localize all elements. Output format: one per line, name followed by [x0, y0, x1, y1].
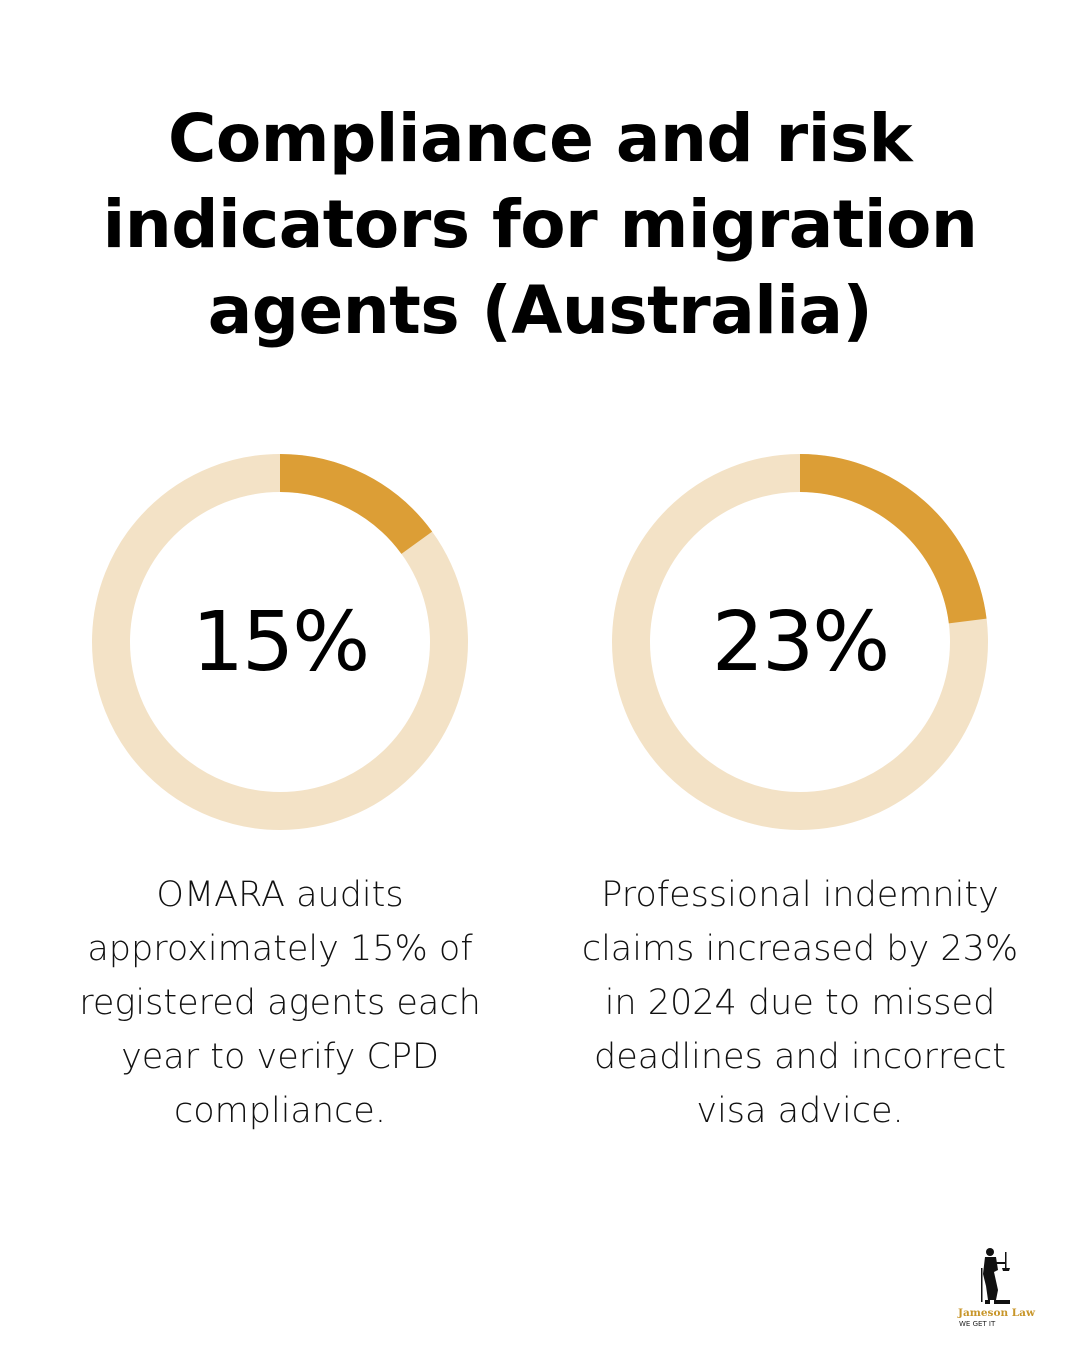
description-line: OMARA audits [156, 875, 404, 915]
donut-ring [612, 454, 988, 830]
title-line-1: Compliance and risk [167, 100, 913, 177]
stat-description-audits: OMARA audits approximately 15% of regist… [50, 868, 510, 1138]
logo-name: Jameson Law [958, 1307, 1035, 1319]
donut-value-arc [612, 454, 988, 830]
description-line: in 2024 due to missed [604, 983, 996, 1023]
description-line: deadlines and incorrect [594, 1037, 1006, 1077]
title-line-2: indicators for migration [102, 186, 978, 263]
description-line: Professional indemnity [601, 875, 999, 915]
donut-center-value: 23% [711, 594, 890, 690]
description-line: approximately 15% of [87, 929, 473, 969]
lady-justice-icon [981, 1248, 1010, 1304]
description-line: compliance. [174, 1091, 386, 1131]
logo-tagline: WE GET IT [959, 1320, 996, 1328]
description-line: year to verify CPD [121, 1037, 439, 1077]
donut-chart-claims: 23% [612, 454, 988, 830]
description-line: claims increased by 23% [581, 929, 1019, 969]
page-title: Compliance and risk indicators for migra… [0, 96, 1080, 354]
description-line: visa advice. [696, 1091, 904, 1131]
stat-description-claims: Professional indemnity claims increased … [570, 868, 1030, 1138]
donut-chart-audits: 15% [92, 454, 468, 830]
title-line-3: agents (Australia) [207, 272, 873, 349]
donut-value-arc [92, 454, 468, 830]
donut-center-value: 15% [191, 594, 370, 690]
description-line: registered agents each [79, 983, 481, 1023]
donut-ring [92, 454, 468, 830]
